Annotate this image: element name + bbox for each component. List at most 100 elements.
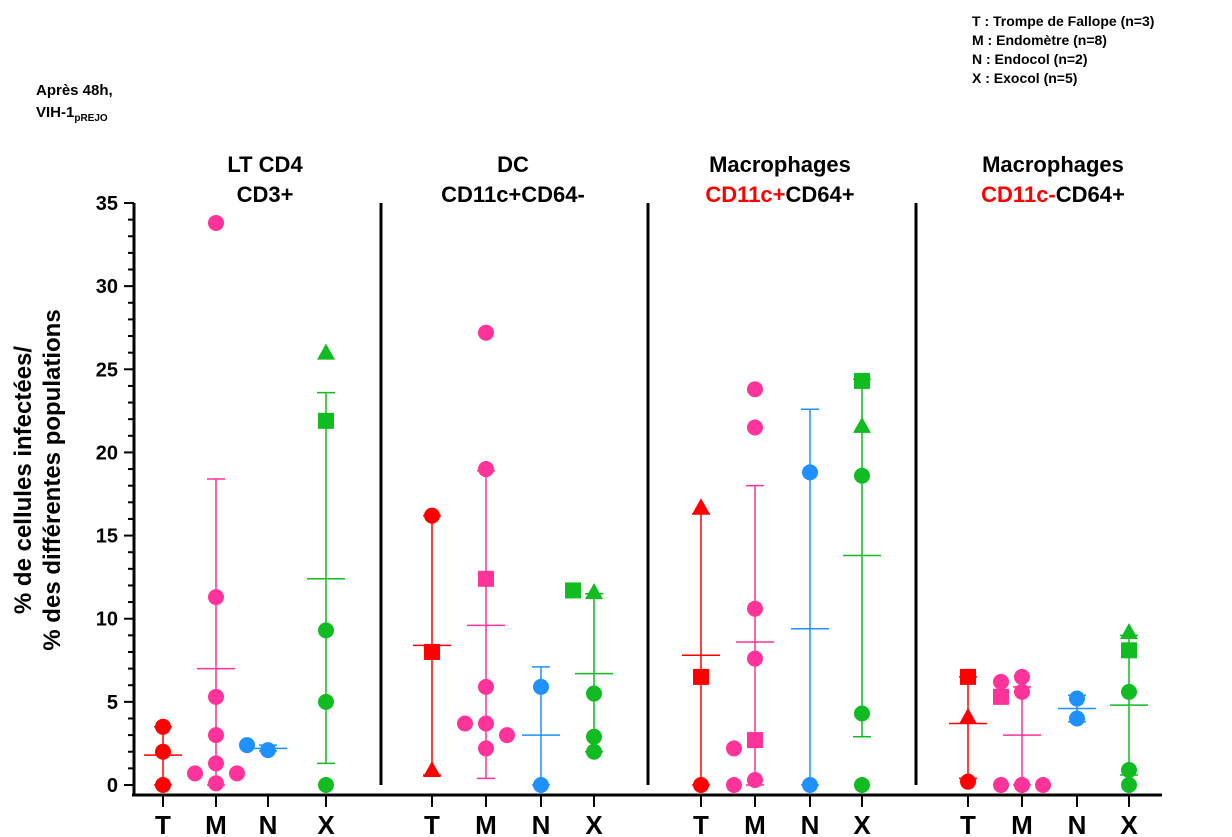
data-point-triangle xyxy=(692,498,710,515)
y-tick-label: 15 xyxy=(96,526,118,548)
data-point-circle xyxy=(854,467,870,484)
panel-title-4-line2-red-part: CD11c- xyxy=(981,182,1056,207)
panel-title-2: DC CD11c+CD64- xyxy=(441,150,585,210)
data-point-circle xyxy=(208,727,224,744)
data-point-triangle xyxy=(423,761,441,778)
panel-title-2-line1-part: DC xyxy=(497,152,529,177)
y-tick-label: 10 xyxy=(96,609,118,631)
x-tick-label: X xyxy=(317,810,335,837)
panel-title-2-line1: DC xyxy=(441,150,585,180)
legend-item-x: X : Exocol (n=5) xyxy=(972,70,1078,86)
y-tick-label: 30 xyxy=(96,276,118,298)
data-point-circle xyxy=(478,740,494,757)
data-point-circle xyxy=(229,765,245,782)
panel-title-1-line2: CD3+ xyxy=(227,180,302,210)
data-point-triangle xyxy=(317,343,335,360)
data-point-circle xyxy=(318,777,334,793)
panel-title-3-line2: CD11c+CD64+ xyxy=(705,180,854,210)
data-point-circle xyxy=(533,678,549,695)
virus-strain: pREJO xyxy=(74,113,108,124)
data-point-circle xyxy=(747,381,763,398)
panel-title-1-line2-part: CD3+ xyxy=(236,182,294,207)
x-tick-label: N xyxy=(259,810,278,837)
data-point-circle xyxy=(208,775,224,792)
x-tick-label: N xyxy=(1068,810,1087,837)
data-point-square xyxy=(318,412,334,429)
x-tick-label: X xyxy=(853,810,871,837)
data-point-circle xyxy=(1035,777,1051,793)
data-point-circle xyxy=(1069,690,1085,707)
data-point-circle xyxy=(693,777,709,793)
x-tick-label: X xyxy=(1120,810,1138,837)
data-point-circle xyxy=(747,772,763,789)
data-point-circle xyxy=(478,461,494,478)
data-point-circle xyxy=(155,718,171,735)
data-point-triangle xyxy=(853,416,871,433)
data-point-circle xyxy=(208,688,224,705)
data-point-triangle xyxy=(1120,623,1138,640)
x-tick-label: M xyxy=(1011,810,1033,837)
legend-item-n: N : Endocol (n=2) xyxy=(972,51,1088,67)
panel-title-3-line1: Macrophages xyxy=(705,150,854,180)
data-point-circle xyxy=(747,600,763,617)
panel-title-1-line1: LT CD4 xyxy=(227,150,302,180)
y-tick-label: 0 xyxy=(107,775,118,797)
virus-name: VIH-1 xyxy=(36,104,75,121)
panel-title-3-line1-part: Macrophages xyxy=(709,152,851,177)
data-point-circle xyxy=(478,324,494,341)
data-point-circle xyxy=(726,777,742,793)
x-tick-label: N xyxy=(532,810,551,837)
y-tick-label: 25 xyxy=(96,359,118,381)
data-point-circle xyxy=(747,419,763,436)
x-tick-label: T xyxy=(960,810,976,837)
data-point-circle xyxy=(1121,683,1137,700)
data-point-circle xyxy=(1014,683,1030,700)
data-point-square xyxy=(1121,642,1137,659)
panel-title-3-line2-red-part: CD11c+ xyxy=(705,182,786,207)
data-point-circle xyxy=(208,589,224,606)
x-tick-label: M xyxy=(475,810,497,837)
x-tick-label: T xyxy=(693,810,709,837)
data-point-circle xyxy=(1121,762,1137,779)
data-point-circle xyxy=(457,715,473,732)
data-point-square xyxy=(693,668,709,685)
data-point-circle xyxy=(155,777,171,793)
data-point-circle xyxy=(533,777,549,793)
panel-title-3: Macrophages CD11c+CD64+ xyxy=(705,150,854,210)
data-point-circle xyxy=(424,507,440,524)
panel-title-1: LT CD4 CD3+ xyxy=(227,150,302,210)
legend: T : Trompe de Fallope (n=3) M : Endomètr… xyxy=(972,12,1154,88)
data-point-square xyxy=(747,732,763,749)
data-point-circle xyxy=(208,755,224,772)
panel-title-4: Macrophages CD11c-CD64+ xyxy=(981,150,1125,210)
data-point-circle xyxy=(318,622,334,639)
data-point-circle xyxy=(1014,777,1030,793)
y-axis-label-line1: % de cellules infectées/ xyxy=(10,345,37,615)
data-point-circle xyxy=(854,777,870,793)
data-point-circle xyxy=(960,773,976,790)
data-point-square xyxy=(854,372,870,389)
panel-title-2-line2-part: CD11c+CD64- xyxy=(441,182,585,207)
y-axis-label: % de cellules infectées/ % des différent… xyxy=(9,309,67,650)
panel-title-4-line1: Macrophages xyxy=(981,150,1125,180)
data-point-square xyxy=(993,688,1009,705)
x-tick-label: M xyxy=(744,810,766,837)
data-point-circle xyxy=(586,743,602,760)
data-point-circle xyxy=(586,728,602,745)
data-point-circle xyxy=(802,777,818,793)
condition-line1: Après 48h, xyxy=(36,82,113,99)
data-point-square xyxy=(478,570,494,587)
data-point-circle xyxy=(208,214,224,231)
data-point-circle xyxy=(993,777,1009,793)
condition-label: Après 48h, VIH-1pREJO xyxy=(36,80,113,130)
panel-title-4-line2-part: CD64+ xyxy=(1055,182,1125,207)
panel-title-4-line2: CD11c-CD64+ xyxy=(981,180,1125,210)
data-point-circle xyxy=(802,464,818,481)
x-tick-label: N xyxy=(801,810,820,837)
panel-title-2-line2: CD11c+CD64- xyxy=(441,180,585,210)
data-point-circle xyxy=(239,737,255,754)
data-point-circle xyxy=(1014,668,1030,685)
data-point-circle xyxy=(478,715,494,732)
panel-title-1-line1-part: LT CD4 xyxy=(227,152,303,177)
